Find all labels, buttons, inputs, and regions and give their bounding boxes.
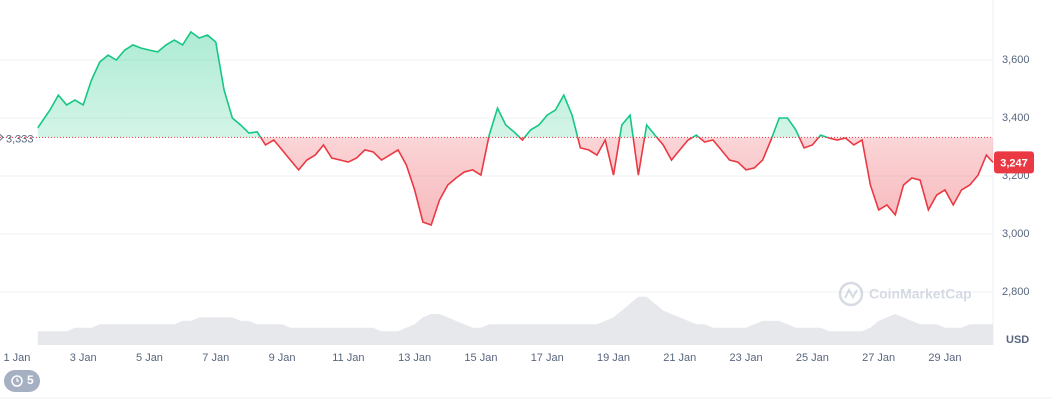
badge-icon-hand: [16, 378, 19, 382]
x-tick-label: 19 Jan: [597, 352, 630, 364]
x-tick-label: 13 Jan: [398, 352, 431, 364]
area-below: [260, 137, 993, 225]
baseline-arrow: [0, 134, 4, 141]
x-tick-label: 9 Jan: [269, 352, 296, 364]
line-above: [37, 30, 847, 138]
y-tick-label: 3,400: [1002, 112, 1030, 124]
x-tick-label: 15 Jan: [464, 352, 497, 364]
y-unit: USD: [1006, 334, 1029, 346]
x-tick-label: 5 Jan: [136, 352, 163, 364]
watermark-logo-mark: [844, 287, 858, 300]
baseline-label: 3,333: [6, 133, 34, 145]
watermark: CoinMarketCap: [838, 281, 972, 307]
watermark-text: CoinMarketCap: [869, 286, 972, 302]
area-above: [37, 31, 993, 138]
y-tick-label: 3,600: [1002, 54, 1030, 66]
x-tick-label: 7 Jan: [202, 352, 229, 364]
x-tick-label: 21 Jan: [663, 352, 696, 364]
x-tick-label: 3 Jan: [70, 352, 97, 364]
y-tick-label: 2,800: [1002, 286, 1030, 298]
badge-count: 5: [27, 373, 34, 387]
x-tick-label: 27 Jan: [862, 352, 895, 364]
x-tick-label: 1 Jan: [3, 352, 30, 364]
x-tick-label: 23 Jan: [730, 352, 763, 364]
volume-area: [37, 296, 994, 345]
badge-icon: [11, 375, 23, 387]
watermark-logo: [838, 281, 864, 307]
line-below: [259, 137, 994, 226]
current-price-box: [994, 151, 1034, 174]
history-badge[interactable]: 5: [4, 370, 40, 392]
x-tick-label: 25 Jan: [796, 352, 829, 364]
x-tick-label: 11 Jan: [332, 352, 364, 364]
current-price-label: 3,247: [1000, 157, 1028, 169]
x-tick-label: 29 Jan: [928, 352, 961, 364]
x-tick-label: 17 Jan: [531, 352, 564, 364]
y-tick-label: 3,000: [1002, 228, 1030, 240]
